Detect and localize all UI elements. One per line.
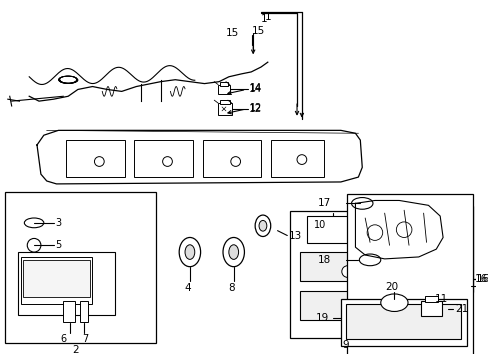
Text: 6: 6	[60, 334, 66, 344]
Bar	[424, 296, 437, 302]
Bar	[66, 140, 124, 177]
Ellipse shape	[179, 238, 200, 267]
Ellipse shape	[259, 220, 266, 231]
Text: 8: 8	[227, 283, 234, 293]
Bar	[340, 299, 467, 346]
Text: 7: 7	[81, 334, 88, 344]
Text: 13: 13	[288, 230, 302, 240]
Text: 5: 5	[56, 240, 61, 250]
Circle shape	[27, 238, 41, 252]
Text: 17: 17	[317, 198, 330, 208]
Bar	[414, 206, 472, 292]
Bar	[80, 301, 87, 322]
Circle shape	[94, 157, 104, 166]
Text: 10: 10	[313, 220, 325, 230]
Bar	[306, 216, 360, 243]
Circle shape	[341, 266, 353, 278]
Circle shape	[396, 222, 411, 238]
Text: 2: 2	[73, 346, 79, 355]
Ellipse shape	[184, 245, 194, 260]
Ellipse shape	[223, 238, 244, 267]
Text: 16: 16	[476, 274, 488, 284]
Circle shape	[163, 157, 172, 166]
Text: 16: 16	[474, 274, 488, 284]
Bar	[63, 301, 75, 322]
Ellipse shape	[427, 219, 451, 237]
Ellipse shape	[359, 254, 380, 266]
Text: 15: 15	[252, 26, 265, 36]
Text: 12: 12	[248, 104, 261, 114]
Circle shape	[296, 155, 306, 165]
Bar	[5, 192, 156, 343]
Text: 12: 12	[250, 103, 262, 113]
Circle shape	[230, 157, 240, 166]
Bar	[420, 301, 441, 316]
Text: 19: 19	[315, 313, 328, 323]
Text: 11: 11	[434, 294, 447, 304]
Ellipse shape	[380, 294, 407, 311]
Ellipse shape	[24, 218, 44, 228]
Ellipse shape	[228, 245, 238, 260]
Bar	[218, 103, 231, 115]
Text: 1: 1	[261, 14, 267, 24]
Bar	[220, 100, 229, 104]
Ellipse shape	[255, 215, 270, 237]
Bar	[299, 291, 395, 320]
Bar	[218, 85, 229, 94]
Bar	[345, 304, 460, 339]
Bar	[23, 260, 89, 297]
Bar	[346, 194, 472, 360]
Text: 1: 1	[264, 12, 271, 22]
Text: 4: 4	[183, 283, 190, 293]
Text: 14: 14	[250, 84, 262, 94]
Bar	[21, 257, 91, 304]
Bar	[289, 211, 404, 338]
Text: 14: 14	[248, 85, 261, 94]
Text: 18: 18	[317, 255, 330, 265]
Circle shape	[366, 225, 382, 240]
Bar	[18, 252, 115, 315]
Bar	[134, 140, 192, 177]
Text: 15: 15	[226, 28, 239, 38]
Text: 9: 9	[342, 339, 348, 350]
Bar	[299, 252, 395, 281]
Text: 3: 3	[56, 218, 61, 228]
Ellipse shape	[351, 198, 372, 209]
Text: 20: 20	[385, 282, 398, 292]
Ellipse shape	[429, 255, 449, 269]
Bar	[220, 82, 227, 86]
Text: 21: 21	[454, 303, 467, 314]
Bar	[202, 140, 261, 177]
Bar	[270, 140, 324, 177]
